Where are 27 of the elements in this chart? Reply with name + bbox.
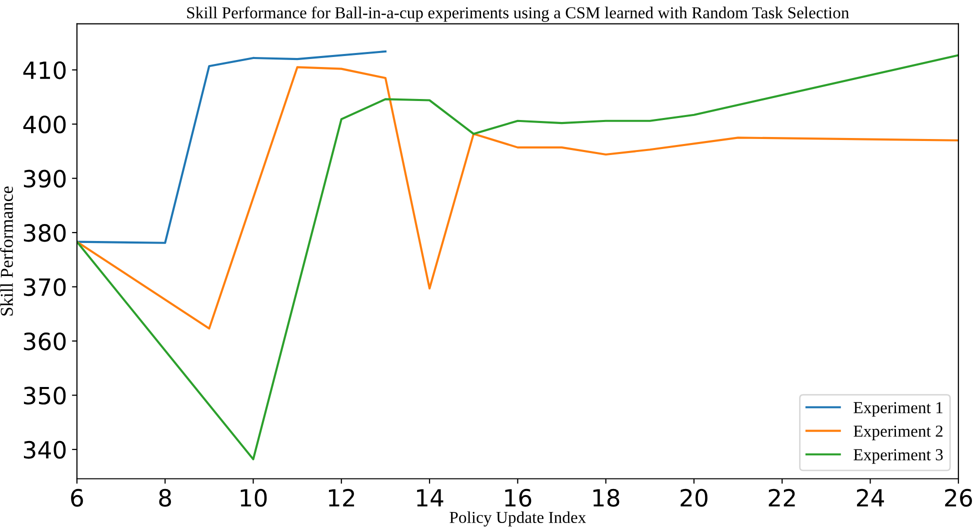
- x-axis-title: Policy Update Index: [450, 511, 586, 526]
- x-tick-label: 16: [505, 488, 532, 507]
- legend-label: Experiment 1: [854, 402, 942, 417]
- y-tick-label: 340: [24, 440, 66, 459]
- x-tick-label: 12: [328, 488, 354, 506]
- x-tick-label: 18: [593, 488, 620, 507]
- x-tick-label: 6: [71, 488, 83, 507]
- y-tick-label: 400: [23, 116, 66, 134]
- chart-title: Skill Performance for Ball-in-a-cup experiments using a CSM learned with Random Task Selection: [187, 6, 850, 22]
- y-tick-label: 370: [24, 278, 66, 296]
- x-tick-label: 26: [945, 488, 972, 507]
- x-tick-label: 20: [680, 488, 708, 507]
- line-series: [76, 66, 958, 330]
- x-tick-label: 14: [417, 489, 444, 506]
- y-tick-label: 350: [24, 386, 66, 405]
- x-tick-label: 22: [768, 488, 795, 506]
- legend-label: Experiment 3: [854, 449, 943, 464]
- legend-label: Experiment 2: [854, 426, 942, 440]
- x-tick-label: 10: [240, 488, 267, 507]
- x-tick-label: 24: [856, 488, 884, 506]
- y-tick-label: 390: [24, 170, 66, 188]
- y-tick-label: 380: [24, 224, 66, 242]
- line-series: [76, 50, 387, 244]
- y-tick-label: 410: [23, 61, 66, 80]
- y-tick-label: 360: [24, 332, 66, 350]
- y-axis-title: Skill Performance: [0, 186, 13, 316]
- x-tick-label: 8: [159, 488, 171, 507]
